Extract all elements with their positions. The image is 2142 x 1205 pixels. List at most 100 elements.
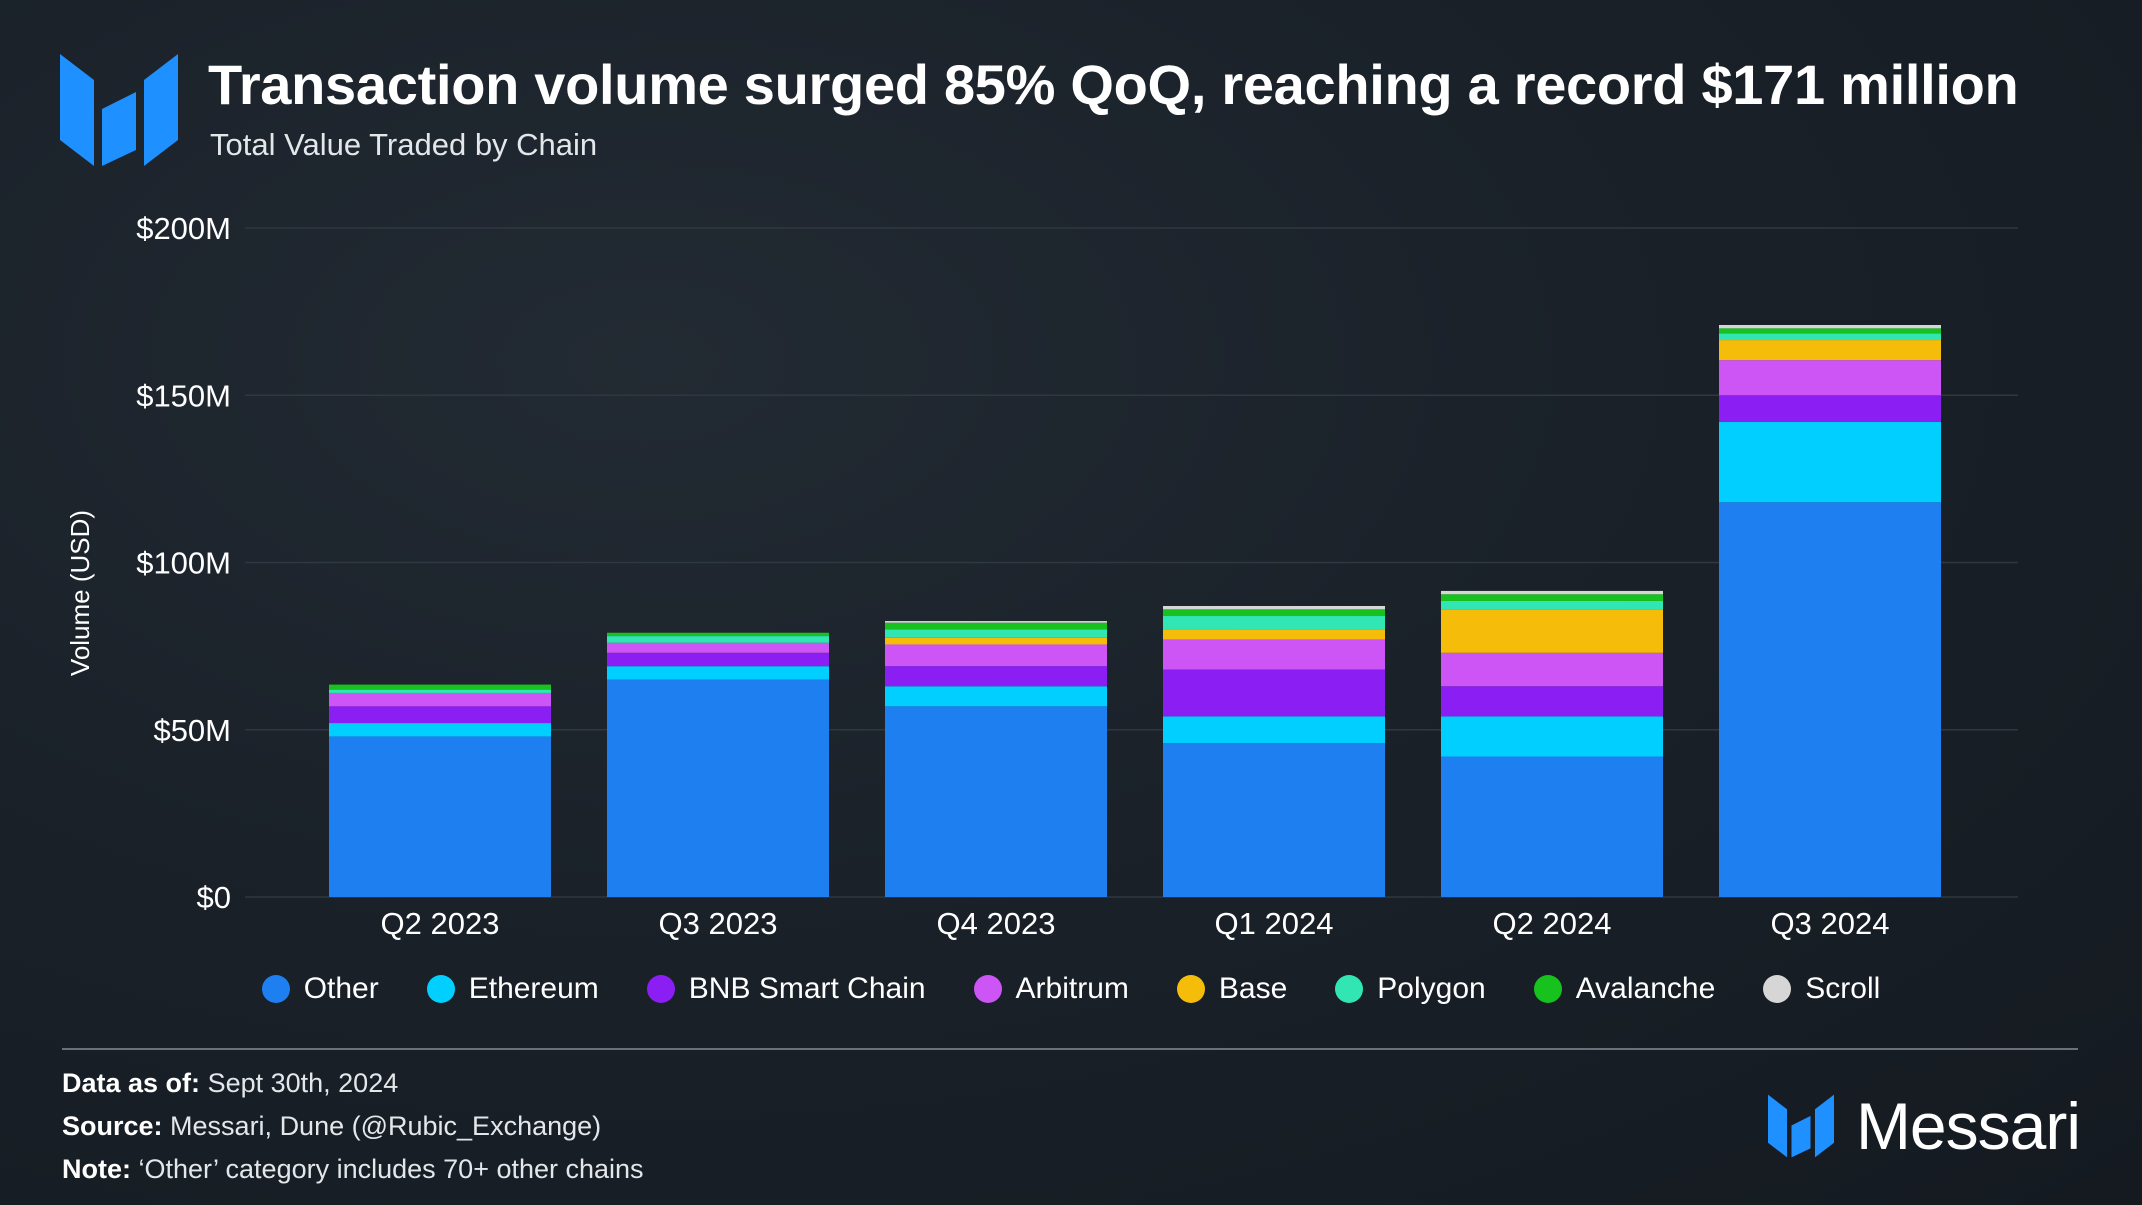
legend-label: Polygon	[1377, 972, 1486, 1005]
x-tick-label: Q3 2024	[1771, 906, 1890, 941]
legend-item-base: Base	[1176, 972, 1288, 1006]
bar-stack-q3-2024	[1719, 325, 1941, 897]
brand-name: Messari	[1855, 1089, 2081, 1163]
source-line: Source: Messari, Dune (@Rubic_Exchange)	[62, 1105, 644, 1148]
legend-item-other: Other	[261, 972, 379, 1006]
legend-item-bnb-smart-chain: BNB Smart Chain	[646, 972, 926, 1006]
footer-divider	[62, 1048, 2078, 1050]
bar-stack-q3-2023	[607, 632, 829, 897]
bar-segment-polygon	[607, 636, 829, 643]
bar-segment-ethereum	[1719, 422, 1941, 503]
legend-swatch	[646, 975, 675, 1003]
legend-swatch	[1533, 975, 1562, 1003]
bar-segment-other	[1719, 502, 1941, 897]
bar-segment-bnb-smart-chain	[1163, 669, 1385, 717]
y-tick-label: $200M	[136, 211, 231, 246]
x-tick-label: Q3 2023	[659, 906, 778, 941]
brand-logo: Messari	[1767, 1088, 2081, 1164]
bar-segment-arbitrum	[329, 692, 551, 707]
x-axis-ticks: Q2 2023 Q3 2023 Q4 2023 Q1 2024 Q2 2024 Q3 20…	[381, 906, 1890, 941]
bar-segment-scroll	[1441, 590, 1663, 595]
bar-segment-polygon	[1441, 600, 1663, 610]
bar-segment-polygon	[1163, 616, 1385, 630]
legend-swatch	[426, 975, 455, 1003]
bar-segment-arbitrum	[1441, 652, 1663, 687]
bar-segment-ethereum	[607, 666, 829, 680]
x-tick-label: Q2 2023	[381, 906, 500, 941]
y-tick-label: $0	[197, 880, 231, 915]
data-as-of-label: Data as of:	[62, 1068, 201, 1098]
bar-segment-ethereum	[885, 686, 1107, 707]
chart-legend: Other Ethereum BNB Smart Chain Arbitrum Base…	[0, 972, 2142, 1006]
bar-segment-scroll	[1719, 325, 1941, 329]
bar-segment-polygon	[885, 629, 1107, 638]
bar-segment-polygon	[1719, 333, 1941, 341]
legend-swatch	[973, 975, 1002, 1003]
messari-logo-icon	[60, 54, 178, 166]
bar-segment-arbitrum	[1719, 360, 1941, 396]
legend-swatch	[1176, 975, 1205, 1003]
bar-segment-avalanche	[1719, 328, 1941, 334]
bar-segment-arbitrum	[1163, 639, 1385, 670]
bar-segment-ethereum	[1441, 716, 1663, 757]
stacked-bar-chart: $0 $50M $100M $150M $200M Q2 2023 Q3 2023 Q4 2…	[65, 211, 2018, 941]
bar-segment-polygon	[329, 689, 551, 693]
bar-stack-q1-2024	[1163, 605, 1385, 897]
bars	[329, 325, 1941, 897]
legend-item-ethereum: Ethereum	[426, 972, 599, 1006]
bar-segment-bnb-smart-chain	[885, 666, 1107, 687]
legend-label: Avalanche	[1575, 972, 1716, 1005]
x-tick-label: Q1 2024	[1215, 906, 1334, 941]
bar-segment-base	[1441, 609, 1663, 653]
bar-segment-base	[1163, 629, 1385, 640]
source-label: Source:	[62, 1111, 163, 1141]
legend-item-polygon: Polygon	[1335, 972, 1486, 1006]
source-value: Messari, Dune (@Rubic_Exchange)	[170, 1111, 602, 1141]
bar-segment-ethereum	[1163, 716, 1385, 744]
note-value: ‘Other’ category includes 70+ other chai…	[138, 1154, 644, 1184]
legend-label: BNB Smart Chain	[688, 972, 926, 1005]
legend-item-avalanche: Avalanche	[1533, 972, 1716, 1006]
legend-label: Scroll	[1805, 972, 1881, 1005]
footnotes: Data as of: Sept 30th, 2024 Source: Mess…	[62, 1062, 644, 1191]
y-tick-label: $50M	[153, 713, 231, 748]
legend-item-arbitrum: Arbitrum	[973, 972, 1129, 1006]
bar-segment-avalanche	[1441, 594, 1663, 601]
bar-segment-ethereum	[329, 723, 551, 737]
bar-segment-avalanche	[1163, 609, 1385, 617]
legend-swatch	[1335, 975, 1364, 1003]
bar-segment-avalanche	[329, 684, 551, 690]
y-tick-label: $150M	[136, 378, 231, 413]
bar-segment-other	[1441, 756, 1663, 897]
note-label: Note:	[62, 1154, 131, 1184]
bar-segment-bnb-smart-chain	[1441, 686, 1663, 717]
bar-segment-bnb-smart-chain	[1719, 395, 1941, 423]
bar-segment-bnb-smart-chain	[329, 706, 551, 724]
data-as-of-line: Data as of: Sept 30th, 2024	[62, 1062, 644, 1105]
legend-item-scroll: Scroll	[1763, 972, 1880, 1006]
bar-segment-avalanche	[607, 632, 829, 637]
bar-segment-scroll	[1163, 605, 1385, 610]
data-as-of-value: Sept 30th, 2024	[207, 1068, 399, 1098]
bar-stack-q2-2023	[329, 684, 551, 897]
chart-subtitle: Total Value Traded by Chain	[210, 127, 598, 162]
chart-title: Transaction volume surged 85% QoQ, reach…	[208, 53, 2019, 116]
legend-label: Arbitrum	[1015, 972, 1129, 1005]
bar-stack-q2-2024	[1441, 590, 1663, 897]
bar-segment-arbitrum	[607, 642, 829, 653]
y-tick-label: $100M	[136, 546, 231, 581]
note-line: Note: ‘Other’ category includes 70+ othe…	[62, 1148, 644, 1191]
bar-segment-other	[329, 736, 551, 897]
legend-label: Ethereum	[468, 972, 599, 1005]
bar-segment-base	[1719, 340, 1941, 361]
bar-segment-other	[1163, 743, 1385, 897]
y-axis-ticks: $0 $50M $100M $150M $200M	[136, 211, 231, 915]
legend-label: Base	[1218, 972, 1288, 1005]
legend-label: Other	[303, 972, 379, 1005]
bar-segment-scroll	[885, 621, 1107, 623]
y-axis-label: Volume (USD)	[65, 510, 95, 676]
bar-segment-other	[607, 679, 829, 897]
legend-swatch	[1763, 975, 1792, 1003]
bar-segment-arbitrum	[885, 644, 1107, 667]
bar-segment-bnb-smart-chain	[607, 652, 829, 667]
